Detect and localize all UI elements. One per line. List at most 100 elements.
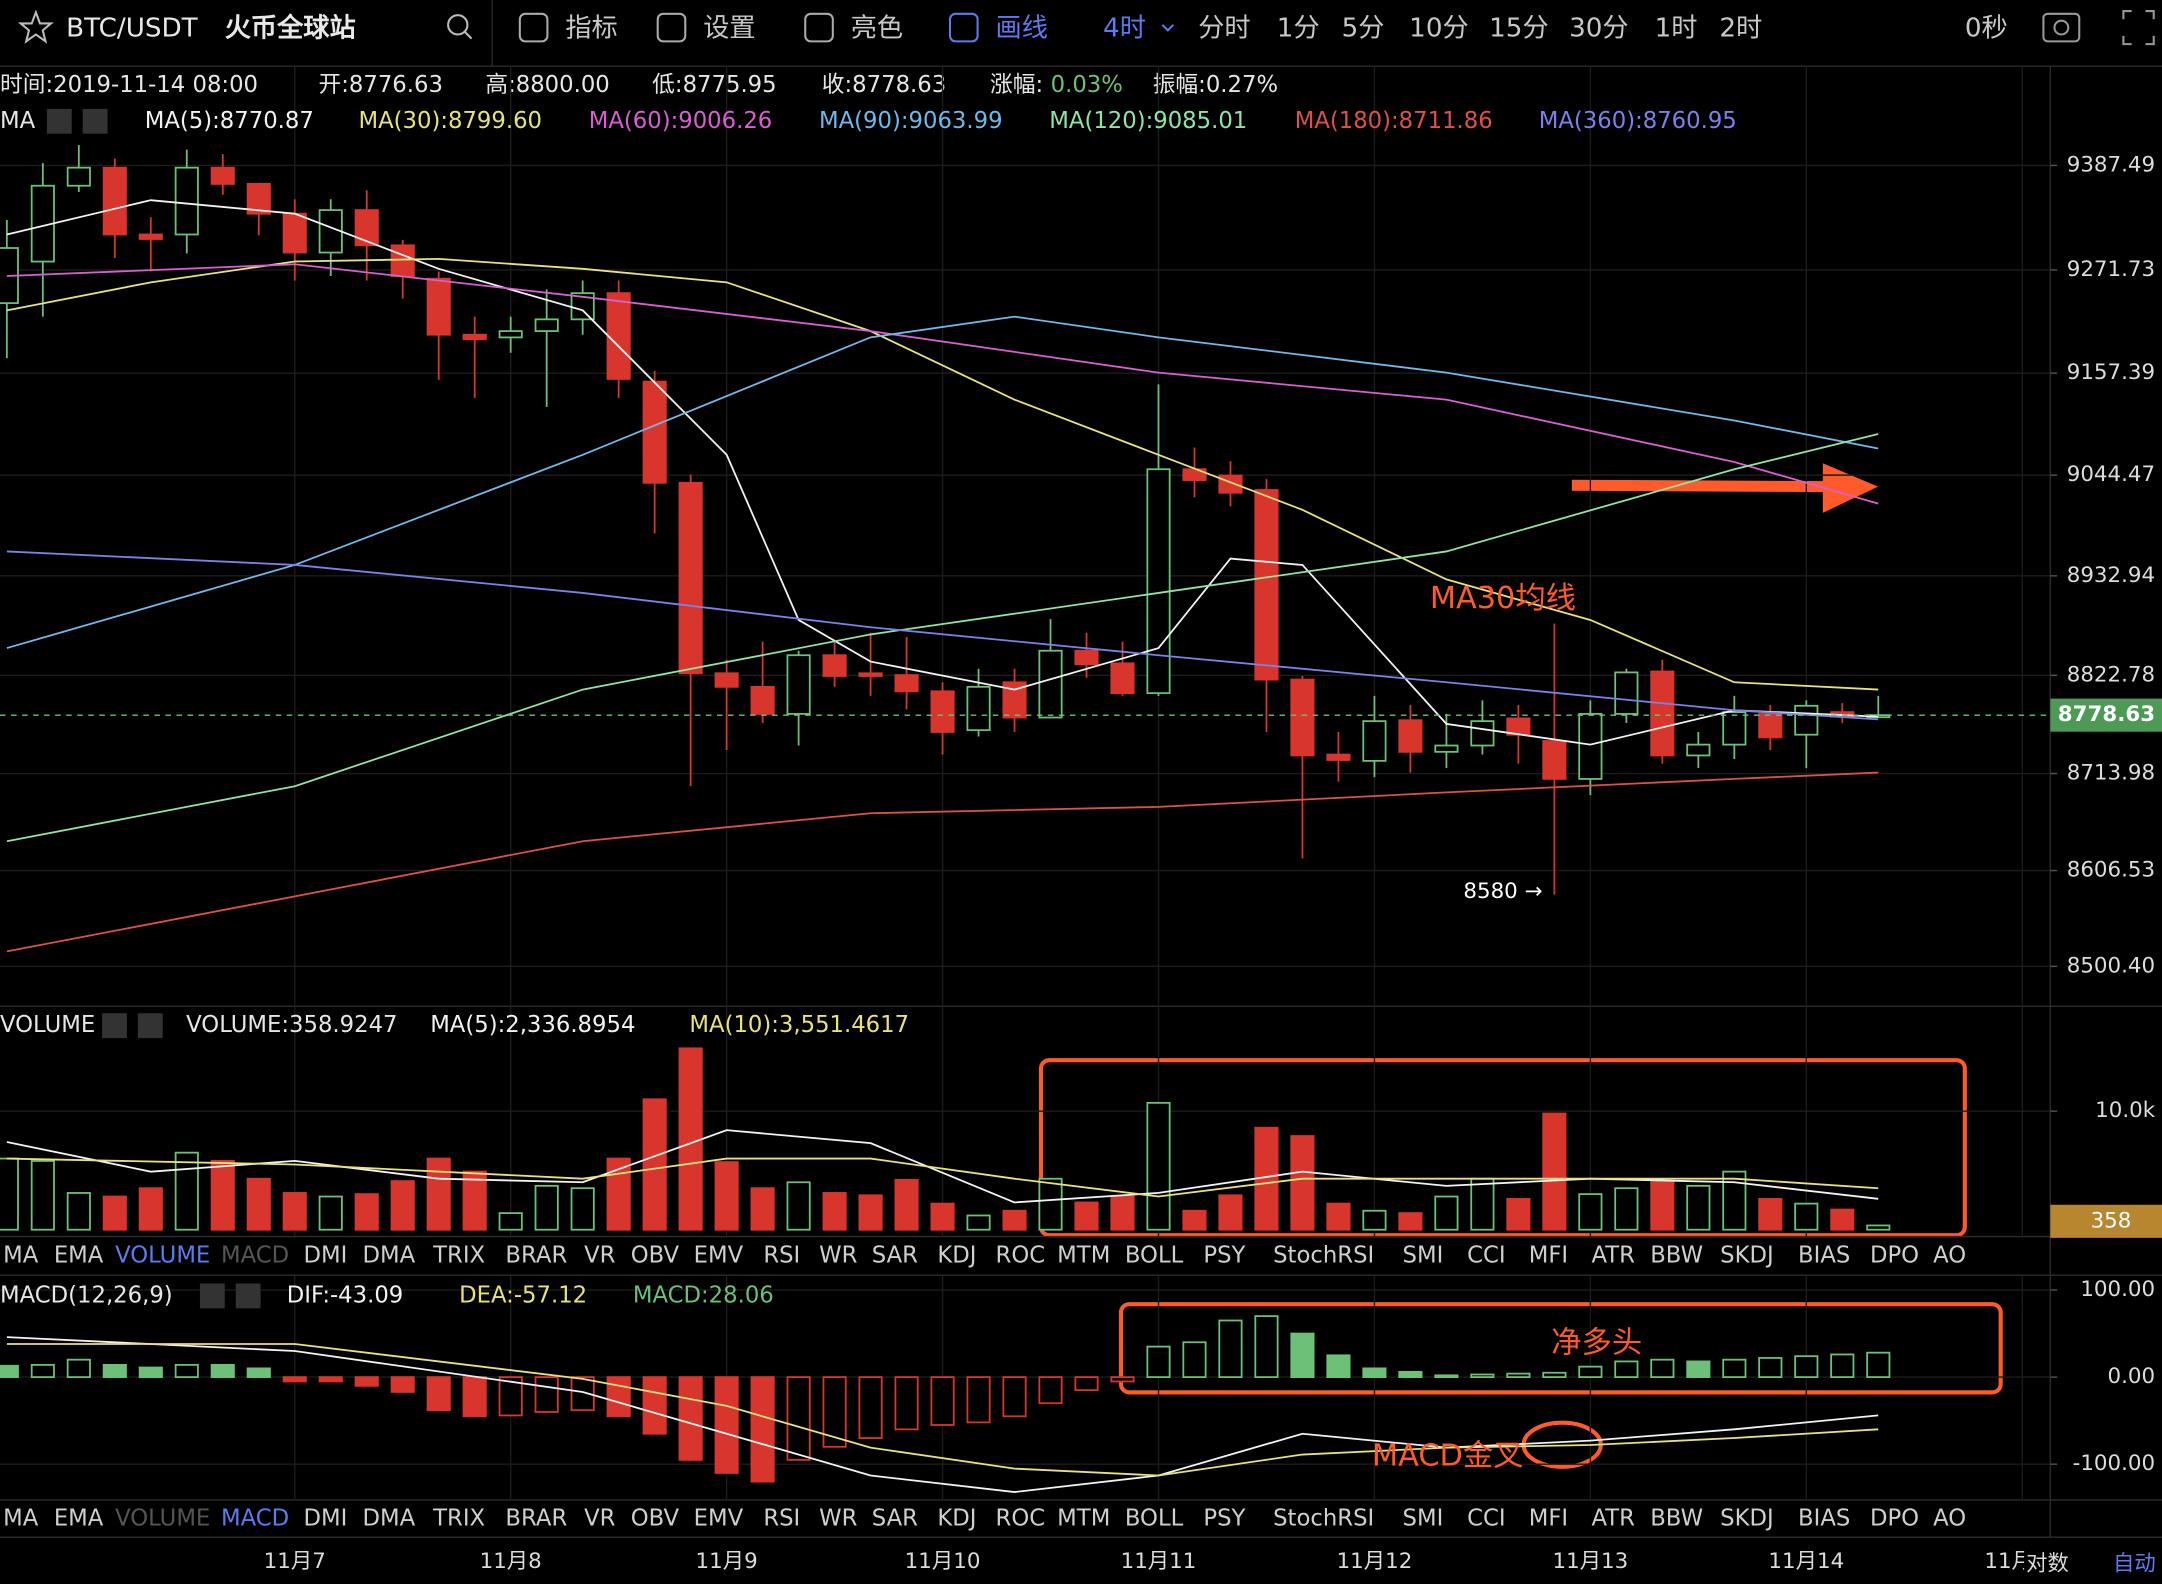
close-icon[interactable] [82,108,108,134]
indicator-tab[interactable]: MA [3,1242,39,1268]
fullscreen-icon[interactable] [2122,9,2155,46]
indicator-tab[interactable]: EMA [54,1242,104,1268]
indicator-tab[interactable]: PSY [1203,1506,1245,1532]
indicator-tab[interactable]: MFI [1529,1242,1568,1268]
tool[interactable]: 亮色 [851,13,903,43]
indicator-tab[interactable]: ROC [996,1506,1046,1532]
indicator-tab[interactable]: CCI [1467,1506,1505,1532]
interval[interactable]: 4时 [1103,13,1146,43]
favorite-icon[interactable] [17,9,54,44]
close-icon[interactable] [137,1013,163,1039]
indicator-tab[interactable]: KDJ [937,1242,976,1268]
candle-body [858,672,883,677]
interval[interactable]: 10分 [1409,13,1469,43]
indicator-tab[interactable]: DMA [362,1506,415,1532]
indicator-tab[interactable]: BRAR [505,1242,567,1268]
settings-icon[interactable] [46,108,72,134]
y-tick-label: -100.00 [2073,1451,2155,1476]
interval[interactable]: 1分 [1277,13,1320,43]
candle-body [138,233,163,240]
indicator-tab[interactable]: StochRSI [1273,1242,1374,1268]
indicator-tab[interactable]: ATR [1591,1506,1635,1532]
macd-bar [1470,1373,1495,1378]
candle-body [66,166,91,187]
indicator-tab[interactable]: AO [1933,1242,1966,1268]
interval[interactable]: 2时 [1719,13,1762,43]
indicator-tab[interactable]: WR [819,1242,857,1268]
indicator-tab[interactable]: DMI [303,1242,347,1268]
close-icon[interactable] [235,1283,261,1309]
indicator-tab[interactable]: BBW [1650,1242,1703,1268]
macd-bar [354,1376,379,1387]
indicator-tab[interactable]: VR [584,1242,616,1268]
indicator-tab[interactable]: MACD [221,1506,289,1532]
indicator-tab[interactable]: EMV [694,1242,744,1268]
settings-icon[interactable] [102,1013,127,1039]
interval[interactable]: 分时 [1198,13,1250,43]
macd-bar [1542,1371,1567,1378]
indicator-tab[interactable]: TRIX [432,1242,485,1268]
indicator-tab[interactable]: MFI [1529,1506,1568,1532]
indicator-tab[interactable]: MTM [1057,1242,1110,1268]
indicator-tab[interactable]: SAR [872,1242,918,1268]
candle-body [1362,720,1387,762]
tool[interactable]: 指标 [565,13,617,43]
scale-toggle[interactable]: 自动 [2113,1552,2156,1577]
macd-bar [1362,1367,1387,1378]
indicator-tab[interactable]: EMA [54,1506,104,1532]
indicator-tab[interactable]: MACD [221,1242,289,1268]
indicator-tab[interactable]: SKDJ [1720,1506,1774,1532]
indicator-tab[interactable]: DPO [1870,1506,1919,1532]
indicator-tab[interactable]: WR [819,1506,857,1532]
indicator-tab[interactable]: OBV [631,1242,680,1268]
indicator-tab[interactable]: OBV [631,1506,680,1532]
indicator-tab[interactable]: BOLL [1125,1506,1184,1532]
scale-toggle[interactable]: 对数 [2026,1552,2069,1577]
indicator-tab[interactable]: BRAR [505,1506,567,1532]
indicator-tab[interactable]: BBW [1650,1506,1703,1532]
indicator-tab[interactable]: DMI [303,1506,347,1532]
macd-bar [1650,1358,1675,1378]
indicator-tab[interactable]: BOLL [1125,1242,1184,1268]
interval[interactable]: 15分 [1489,13,1549,43]
tool[interactable]: 画线 [996,13,1048,43]
indicator-tab[interactable]: VOLUME [115,1506,210,1532]
macd-bar [66,1358,91,1378]
indicator-tab[interactable]: BIAS [1798,1506,1850,1532]
candle-body [750,685,775,715]
indicator-tab[interactable]: SMI [1403,1242,1444,1268]
tool[interactable]: 设置 [703,13,755,43]
indicator-tab[interactable]: ROC [996,1242,1046,1268]
indicator-tab[interactable]: PSY [1203,1242,1245,1268]
indicator-tab[interactable]: RSI [763,1506,800,1532]
pair: BTC/USDT [66,13,199,43]
indicator-tab[interactable]: AO [1933,1506,1966,1532]
indicator-tab[interactable]: CCI [1467,1242,1505,1268]
interval[interactable]: 1时 [1655,13,1698,43]
indicator-tab[interactable]: VOLUME [115,1242,210,1268]
indicator-tab[interactable]: SAR [872,1506,918,1532]
indicator-tab[interactable]: DMA [362,1242,415,1268]
indicator-tab[interactable]: DPO [1870,1242,1919,1268]
indicator-tab[interactable]: ATR [1591,1242,1635,1268]
indicator-tab[interactable]: MA [3,1506,39,1532]
search-icon[interactable] [447,14,469,36]
volume-bar [318,1195,343,1231]
indicator-tab[interactable]: SMI [1403,1506,1444,1532]
settings-icon[interactable] [199,1283,225,1309]
interval[interactable]: 5分 [1342,13,1385,43]
indicator-tab[interactable]: RSI [763,1242,800,1268]
indicator-tab[interactable]: TRIX [432,1506,485,1532]
indicator-tab[interactable]: EMV [694,1506,744,1532]
indicator-tab[interactable]: MTM [1057,1506,1110,1532]
screenshot-icon[interactable] [2042,12,2081,43]
indicator-tab[interactable]: StochRSI [1273,1506,1374,1532]
indicator-tab[interactable]: BIAS [1798,1242,1850,1268]
macd-bar [858,1376,883,1439]
interval[interactable]: 30分 [1569,13,1629,43]
indicator-tab[interactable]: KDJ [937,1506,976,1532]
indicator-tab[interactable]: VR [584,1506,616,1532]
indicator-tab[interactable]: SKDJ [1720,1242,1774,1268]
